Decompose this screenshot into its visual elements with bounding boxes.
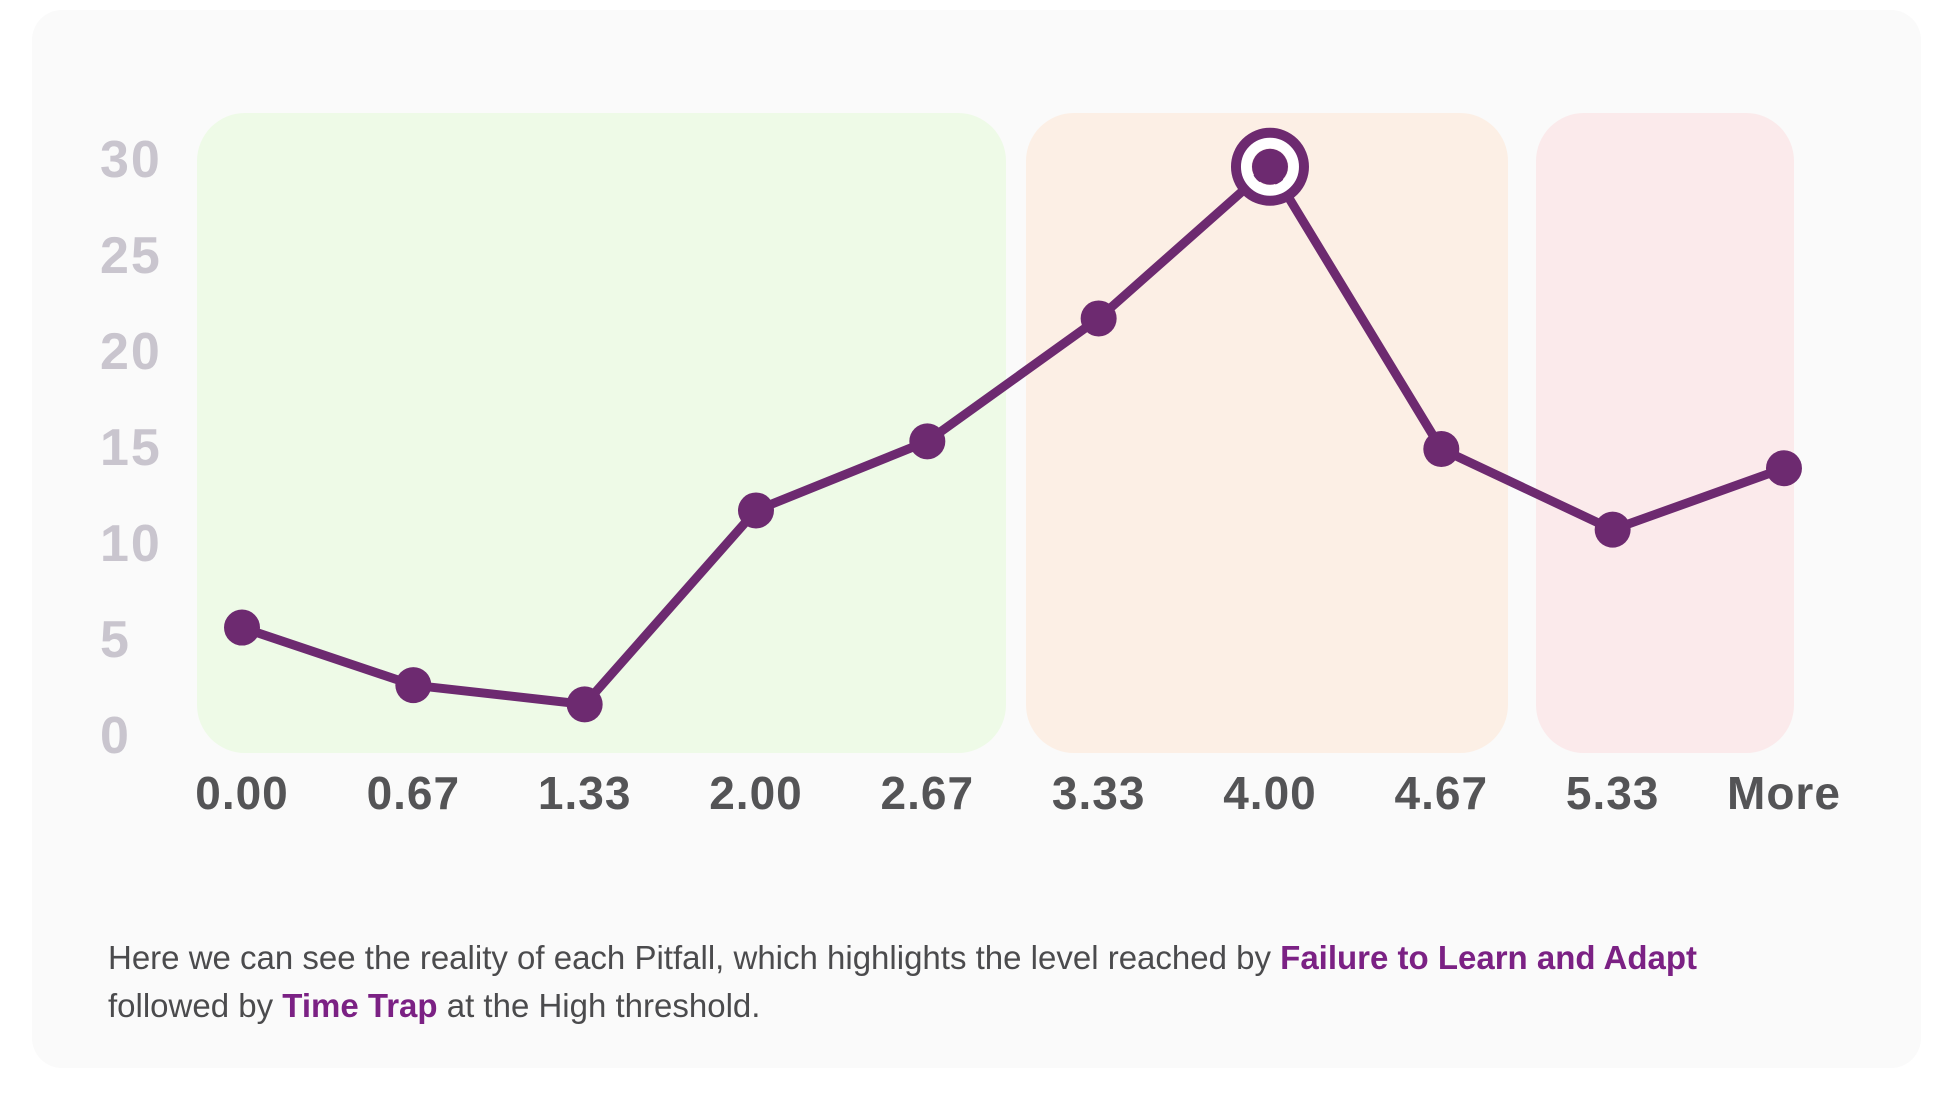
x-tick-label: 1.33: [537, 767, 632, 819]
x-tick-label: 0.67: [366, 767, 461, 819]
data-point: [1594, 511, 1631, 548]
x-tick-label: 2.67: [880, 767, 975, 819]
y-tick-label: 25: [100, 226, 162, 285]
caption-text: followed by: [108, 987, 283, 1024]
highlight-ring: [1230, 127, 1309, 206]
y-tick-label: 0: [100, 706, 131, 765]
x-tick-label: 4.00: [1223, 767, 1317, 819]
data-point: [1423, 431, 1460, 467]
y-tick-label: 30: [100, 130, 162, 189]
y-tick-label: 20: [100, 322, 162, 381]
data-point: [909, 423, 946, 460]
highlighted-data-point: [1251, 148, 1288, 185]
data-point: [566, 686, 603, 723]
data-point: [224, 609, 260, 646]
x-tick-label: 4.67: [1394, 767, 1489, 819]
low-threshold-zone: [197, 113, 1006, 753]
x-tick-label: 3.33: [1051, 767, 1146, 819]
y-tick-label: 5: [100, 610, 131, 669]
x-tick-label: 0.00: [195, 767, 289, 819]
high-threshold-zone: [1536, 113, 1794, 753]
data-point: [1080, 300, 1117, 337]
x-tick-label: 2.00: [709, 767, 803, 819]
caption-text: at the High threshold.: [437, 987, 761, 1024]
caption-highlight-time-trap: Time Trap: [282, 987, 438, 1024]
y-tick-label: 15: [100, 418, 162, 477]
y-tick-label: 10: [100, 514, 162, 573]
caption-highlight-failure-to-learn: Failure to Learn and Adapt: [1280, 939, 1697, 976]
data-point: [737, 492, 774, 529]
x-tick-label: 5.33: [1565, 767, 1660, 819]
data-point: [395, 667, 432, 704]
series-line: [237, 162, 1789, 709]
caption-text: Here we can see the reality of each Pitf…: [108, 939, 1281, 976]
highlight-ring-gap: [1238, 135, 1302, 199]
x-tick-label: More: [1727, 767, 1841, 819]
data-point: [1765, 450, 1802, 487]
chart-caption: Here we can see the reality of each Pitf…: [108, 934, 1868, 1030]
